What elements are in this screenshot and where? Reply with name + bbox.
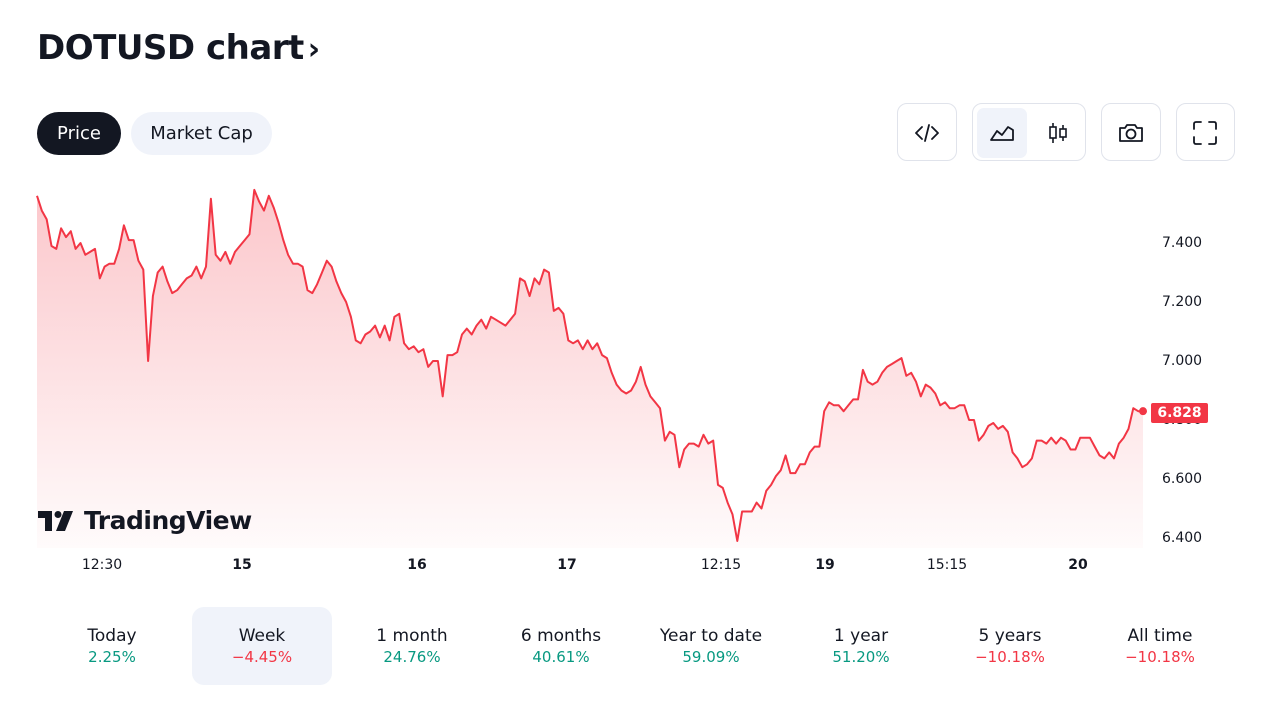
embed-button[interactable] — [897, 103, 957, 161]
period-label: Today — [87, 626, 137, 646]
period-label: 6 months — [520, 626, 602, 646]
period-year-to-date[interactable]: Year to date 59.09% — [641, 607, 781, 685]
fullscreen-button[interactable] — [1176, 103, 1235, 161]
period-all-time[interactable]: All time −10.18% — [1090, 607, 1230, 685]
period-label: All time — [1127, 626, 1193, 646]
y-tick-label: 7.200 — [1162, 294, 1203, 310]
period-change: −10.18% — [1125, 648, 1195, 666]
x-tick-label: 20 — [1068, 557, 1088, 573]
period-1-year[interactable]: 1 year 51.20% — [791, 607, 931, 685]
period-change: −4.45% — [231, 648, 293, 666]
x-tick-label: 12:15 — [700, 557, 742, 573]
chart-type-group — [972, 103, 1086, 161]
x-tick-label: 12:30 — [81, 557, 123, 573]
y-tick-label: 7.000 — [1162, 353, 1203, 369]
price-chart[interactable] — [0, 170, 1280, 590]
period-label: 5 years — [978, 626, 1042, 646]
x-tick-label: 16 — [407, 557, 427, 573]
period-change: 59.09% — [682, 648, 740, 666]
candlestick-icon — [1049, 123, 1067, 143]
period-5-years[interactable]: 5 years −10.18% — [940, 607, 1080, 685]
y-tick-label: 6.400 — [1162, 530, 1203, 546]
price-line — [36, 188, 1143, 542]
x-tick-label: 15:15 — [926, 557, 968, 573]
tradingview-logo[interactable]: TradingView — [38, 506, 252, 535]
page-title-text: DOTUSD chart — [37, 28, 304, 68]
last-price-badge: 6.828 — [1151, 403, 1208, 423]
period-label: Year to date — [659, 626, 763, 646]
tab-market-cap[interactable]: Market Cap — [131, 112, 272, 155]
period-week[interactable]: Week −4.45% — [192, 607, 332, 685]
chevron-right-icon: › — [307, 31, 320, 67]
area-chart-button[interactable] — [977, 108, 1027, 158]
tradingview-logo-text: TradingView — [84, 506, 252, 535]
period-6-months[interactable]: 6 months 40.61% — [491, 607, 631, 685]
tab-price[interactable]: Price — [37, 112, 121, 155]
screenshot-button[interactable] — [1101, 103, 1161, 161]
period-change: 40.61% — [532, 648, 590, 666]
period-change: 51.20% — [832, 648, 890, 666]
price-area-fill — [37, 189, 1143, 548]
code-icon — [902, 108, 952, 158]
period-today[interactable]: Today 2.25% — [42, 607, 182, 685]
period-label: 1 month — [376, 626, 448, 646]
area-chart-icon — [990, 126, 1014, 141]
period-label: 1 year — [833, 626, 889, 646]
candlestick-button[interactable] — [1033, 108, 1083, 158]
last-price-dot — [1139, 407, 1147, 416]
period-change: 24.76% — [383, 648, 441, 666]
x-tick-label: 17 — [557, 557, 577, 573]
x-tick-label: 15 — [232, 557, 252, 573]
tradingview-logo-icon — [38, 510, 73, 531]
y-tick-label: 6.600 — [1162, 471, 1203, 487]
period-change: 2.25% — [88, 648, 136, 666]
period-1-month[interactable]: 1 month 24.76% — [342, 607, 482, 685]
fullscreen-icon — [1180, 108, 1230, 158]
camera-icon — [1106, 108, 1156, 158]
period-change: −10.18% — [975, 648, 1045, 666]
period-label: Week — [238, 626, 286, 646]
y-tick-label: 7.400 — [1162, 235, 1203, 251]
page-title[interactable]: DOTUSD chart › — [37, 28, 320, 68]
period-selector: Today 2.25% Week −4.45% 1 month 24.76% 6… — [40, 607, 1240, 685]
x-tick-label: 19 — [815, 557, 835, 573]
